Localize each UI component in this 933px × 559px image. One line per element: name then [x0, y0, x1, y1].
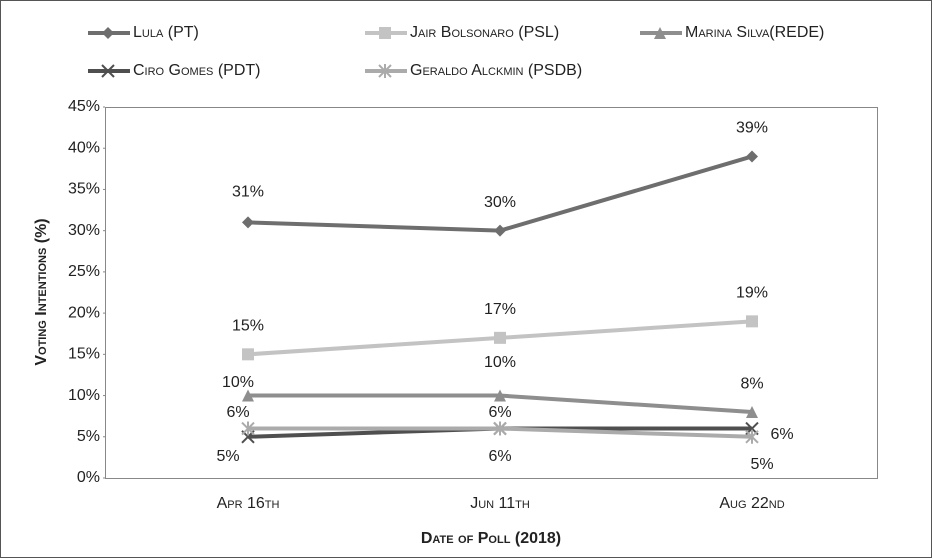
- legend-label: Marina Silva(REDE): [685, 24, 824, 41]
- y-tick-label: 15%: [68, 346, 100, 363]
- data-label: 6%: [226, 404, 249, 421]
- marker: [494, 389, 506, 402]
- plot-area: [105, 107, 878, 479]
- marker: [241, 421, 255, 436]
- legend-marker: [102, 27, 114, 39]
- series: [241, 421, 759, 444]
- y-tick-label: 35%: [68, 181, 100, 198]
- y-tick-label: 10%: [68, 387, 100, 404]
- data-label: 10%: [222, 374, 254, 391]
- y-tick-label: 0%: [77, 469, 100, 486]
- data-label: 15%: [232, 318, 264, 335]
- series: [242, 389, 758, 419]
- legend-marker: [378, 64, 392, 78]
- data-label: 31%: [232, 184, 264, 201]
- series: [242, 150, 758, 237]
- legend-marker: [654, 27, 666, 39]
- data-label: 17%: [484, 301, 516, 318]
- y-axis-title: Voting Intentions (%): [33, 218, 50, 365]
- x-tick-label: Jun 11th: [470, 495, 530, 512]
- data-label: 6%: [770, 426, 793, 443]
- marker: [494, 224, 506, 237]
- marker: [493, 421, 507, 436]
- legend-label: Jair Bolsonaro (PSL): [410, 24, 559, 41]
- y-tick-label: 45%: [68, 98, 100, 115]
- data-label: 19%: [736, 285, 768, 302]
- marker: [746, 315, 758, 328]
- marker: [746, 406, 758, 419]
- y-tick-label: 25%: [68, 263, 100, 280]
- marker: [745, 429, 759, 444]
- y-tick-label: 40%: [68, 139, 100, 156]
- legend-label: Ciro Gomes (PDT): [133, 62, 261, 79]
- legend-label: Geraldo Alckmin (PSDB): [410, 62, 582, 79]
- data-label: 8%: [740, 375, 763, 392]
- marker: [242, 389, 254, 402]
- marker: [746, 150, 758, 163]
- data-label: 6%: [488, 404, 511, 421]
- x-tick-label: Apr 16th: [217, 495, 280, 512]
- legend-marker: [379, 27, 391, 39]
- marker: [242, 216, 254, 229]
- legend-marker: [101, 64, 115, 78]
- data-label: 6%: [488, 448, 511, 465]
- y-tick-label: 30%: [68, 222, 100, 239]
- y-tick-label: 5%: [77, 428, 100, 445]
- legend-label: Lula (PT): [133, 24, 199, 41]
- data-label: 39%: [736, 120, 768, 137]
- marker: [242, 348, 254, 361]
- data-label: 5%: [216, 448, 239, 465]
- marker: [494, 331, 506, 344]
- x-axis-title: Date of Poll (2018): [421, 530, 561, 547]
- y-tick-label: 20%: [68, 304, 100, 321]
- x-tick-label: Aug 22nd: [719, 495, 784, 512]
- data-label: 10%: [484, 354, 516, 371]
- data-label: 5%: [750, 456, 773, 473]
- data-label: 30%: [484, 194, 516, 211]
- series: [242, 315, 758, 361]
